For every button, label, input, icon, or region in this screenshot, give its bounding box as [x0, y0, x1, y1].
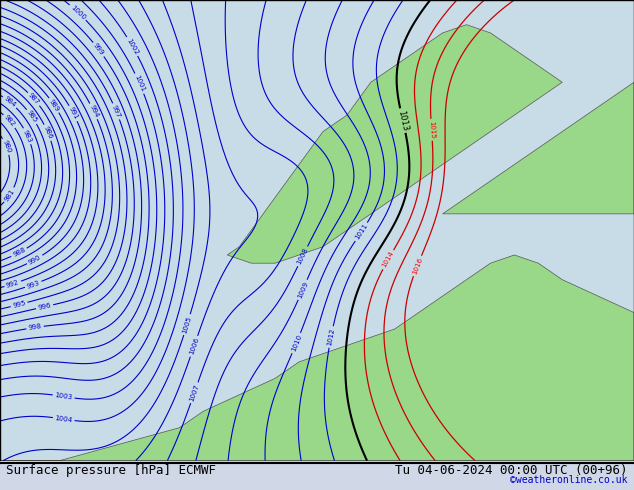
Text: 1015: 1015: [428, 121, 435, 139]
Bar: [0, 0, 634, 461]
Text: Tu 04-06-2024 00:00 UTC (00+96): Tu 04-06-2024 00:00 UTC (00+96): [395, 464, 628, 477]
Text: ©weatheronline.co.uk: ©weatheronline.co.uk: [510, 475, 628, 485]
Text: 998: 998: [28, 323, 42, 331]
Text: 981: 981: [3, 188, 16, 202]
Text: 985: 985: [25, 109, 38, 124]
Text: 988: 988: [12, 247, 27, 258]
Text: 992: 992: [6, 279, 20, 289]
Text: 983: 983: [22, 129, 33, 144]
Text: 999: 999: [92, 42, 105, 57]
Text: 990: 990: [27, 254, 42, 266]
Text: 995: 995: [12, 300, 27, 309]
Text: 982: 982: [3, 114, 16, 128]
Text: 989: 989: [48, 98, 60, 113]
Text: 986: 986: [42, 125, 53, 140]
Text: Surface pressure [hPa] ECMWF: Surface pressure [hPa] ECMWF: [6, 464, 216, 477]
Text: 997: 997: [111, 104, 122, 119]
Text: 1009: 1009: [296, 280, 309, 299]
Text: 984: 984: [3, 96, 17, 109]
Text: 1001: 1001: [133, 74, 146, 93]
Text: 1013: 1013: [396, 109, 410, 132]
Text: 1003: 1003: [55, 392, 73, 401]
Text: 1000: 1000: [69, 4, 86, 21]
Text: 1014: 1014: [381, 250, 395, 269]
Text: 1002: 1002: [126, 37, 139, 56]
Text: 994: 994: [88, 104, 100, 119]
Text: 993: 993: [26, 279, 41, 290]
Text: 1011: 1011: [354, 222, 369, 241]
Text: 987: 987: [27, 92, 41, 106]
Text: 996: 996: [37, 302, 52, 311]
Text: 1006: 1006: [188, 337, 200, 356]
Text: 1010: 1010: [290, 334, 302, 353]
Text: 1004: 1004: [55, 415, 73, 423]
Text: 1007: 1007: [188, 383, 200, 402]
Text: 1012: 1012: [327, 328, 335, 346]
Text: 991: 991: [67, 106, 79, 121]
Text: 1005: 1005: [181, 315, 193, 334]
Text: 1008: 1008: [296, 247, 309, 266]
Text: 1016: 1016: [411, 256, 424, 275]
Text: 980: 980: [1, 139, 11, 154]
